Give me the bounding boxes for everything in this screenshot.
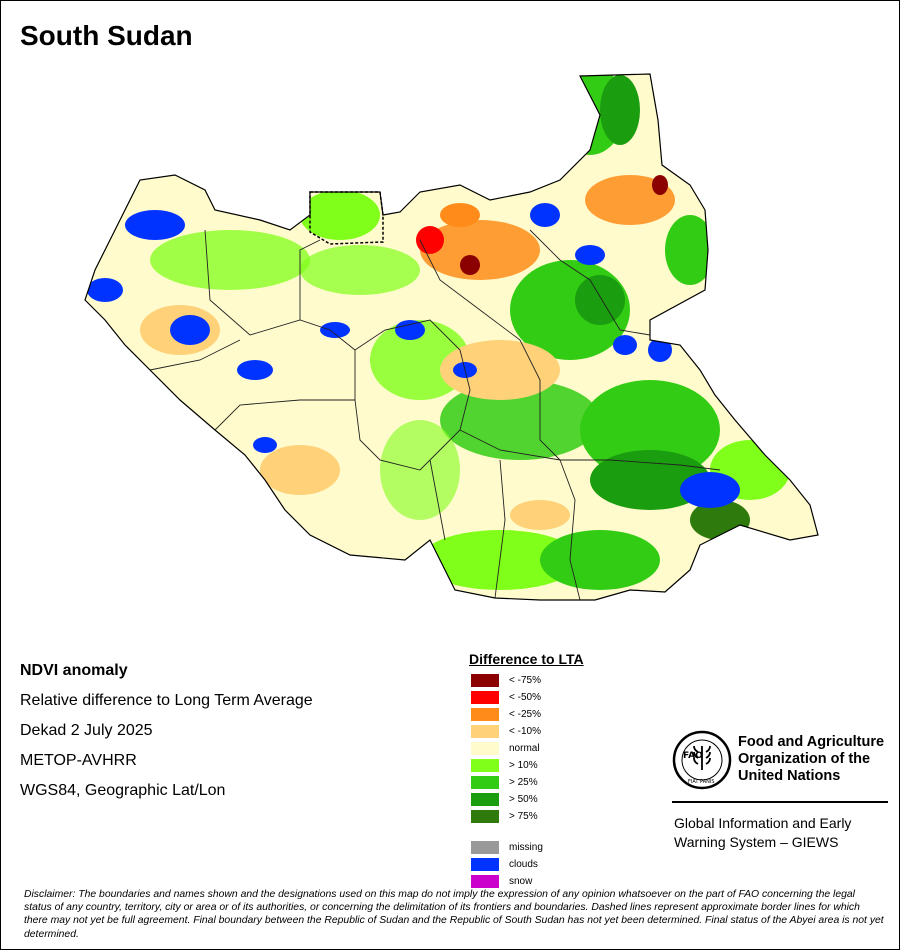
legend-item: normal (469, 740, 584, 757)
legend-item: < -10% (469, 723, 584, 740)
legend-swatch (471, 793, 499, 806)
legend-swatch (471, 708, 499, 721)
logo-text: FAO (683, 751, 703, 761)
map-legend: Difference to LTA < -75% < -50% < -25% < -1… (469, 651, 584, 890)
anomaly-patches (87, 74, 790, 590)
legend-item: < -50% (469, 689, 584, 706)
legend-classes: < -75% < -50% < -25% < -10% normal > 10% > 25%… (469, 672, 584, 825)
disclaimer-text: Disclaimer: The boundaries and names sho… (24, 889, 884, 940)
legend-label: < -25% (509, 709, 541, 720)
legend-item: snow (469, 873, 584, 890)
product-name: NDVI anomaly (20, 662, 128, 679)
legend-label: < -10% (509, 726, 541, 737)
legend-swatch (471, 810, 499, 823)
legend-swatch (471, 725, 499, 738)
legend-label: > 25% (509, 777, 538, 788)
state-boundaries (149, 229, 721, 601)
fao-logo-icon: FAO FIAT PANIS (672, 730, 732, 790)
legend-swatch (471, 691, 499, 704)
legend-title: Difference to LTA (469, 651, 584, 667)
legend-item: < -75% (469, 672, 584, 689)
legend-swatch (471, 759, 499, 772)
legend-item: > 50% (469, 791, 584, 808)
divider (672, 801, 888, 803)
legend-swatch (471, 742, 499, 755)
legend-item: < -25% (469, 706, 584, 723)
time-period: Dekad 2 July 2025 (20, 722, 153, 739)
legend-item: missing (469, 839, 584, 856)
legend-label: snow (509, 876, 533, 887)
legend-label: < -50% (509, 692, 541, 703)
legend-label: clouds (509, 859, 538, 870)
abyei-dashed-boundary (309, 191, 384, 245)
logo-motto: FIAT PANIS (688, 779, 715, 785)
legend-swatch (471, 875, 499, 888)
product-description: Relative difference to Long Term Average (20, 692, 313, 709)
organization-name: Food and Agriculture Organization of the… (738, 734, 885, 784)
legend-label: > 75% (509, 811, 538, 822)
ndvi-anomaly-map (84, 73, 819, 601)
legend-label: normal (509, 743, 540, 754)
map-title: South Sudan (20, 20, 193, 51)
legend-label: < -75% (509, 675, 541, 686)
legend-label: missing (509, 842, 543, 853)
system-name: Global Information and Early Warning Sys… (674, 815, 852, 850)
legend-item: > 75% (469, 808, 584, 825)
legend-item: > 10% (469, 757, 584, 774)
legend-label: > 50% (509, 794, 538, 805)
projection-info: WGS84, Geographic Lat/Lon (20, 782, 226, 799)
legend-swatch (471, 841, 499, 854)
sensor-name: METOP-AVHRR (20, 752, 137, 769)
legend-label: > 10% (509, 760, 538, 771)
legend-swatch (471, 776, 499, 789)
legend-item: clouds (469, 856, 584, 873)
legend-item: > 25% (469, 774, 584, 791)
legend-swatch (471, 674, 499, 687)
map-info: NDVI anomaly Relative difference to Long… (20, 656, 313, 806)
legend-swatch (471, 858, 499, 871)
legend-other: missing clouds snow (469, 839, 584, 890)
